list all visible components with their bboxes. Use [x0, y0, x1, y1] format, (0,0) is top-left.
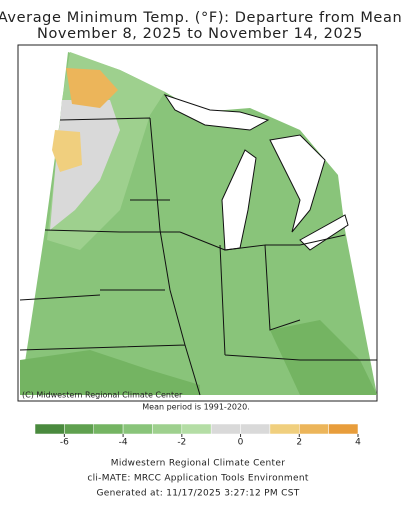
colorbar: -6 -4 -2 0 2 4 — [34, 423, 361, 448]
footer-line: Midwestern Regional Climate Center — [111, 459, 285, 469]
colorbar-segment — [152, 423, 183, 435]
footer-line: Generated at: 11/17/2025 3:27:12 PM CST — [96, 489, 299, 499]
colorbar-label: -2 — [177, 438, 186, 448]
colorbar-segment — [328, 423, 359, 435]
map: (C) Midwestern Regional Climate Center — [19, 52, 377, 400]
lake — [299, 214, 349, 251]
footer-line: cli-MATE: MRCC Application Tools Environ… — [87, 474, 309, 484]
colorbar-segment — [299, 423, 329, 435]
colorbar-segment — [64, 423, 94, 435]
note: Mean period is 1991-2020. — [142, 403, 249, 412]
colorbar-label: 4 — [355, 438, 361, 448]
colorbar-label: -4 — [119, 438, 128, 448]
colorbar-segment — [122, 423, 153, 435]
credit: (C) Midwestern Regional Climate Center — [22, 391, 183, 400]
lake — [163, 94, 270, 131]
colorbar-segment — [34, 423, 65, 435]
subtitle: November 8, 2025 to November 14, 2025 — [37, 26, 363, 42]
patch — [270, 320, 377, 395]
colorbar-segment — [269, 423, 300, 435]
state-borders — [19, 117, 377, 396]
colorbar-label: -6 — [60, 438, 69, 448]
colorbar-label: 2 — [296, 438, 302, 448]
colorbar-segment — [210, 423, 241, 435]
colorbar-segment — [93, 423, 124, 435]
title: Average Minimum Temp. (°F): Departure fr… — [0, 10, 402, 26]
patch — [66, 68, 118, 108]
colorbar-segment — [181, 423, 212, 435]
lake — [269, 134, 326, 233]
colorbar-label: 0 — [238, 438, 244, 448]
patch — [52, 130, 82, 172]
colorbar-segment — [240, 423, 271, 435]
patch — [20, 350, 200, 395]
